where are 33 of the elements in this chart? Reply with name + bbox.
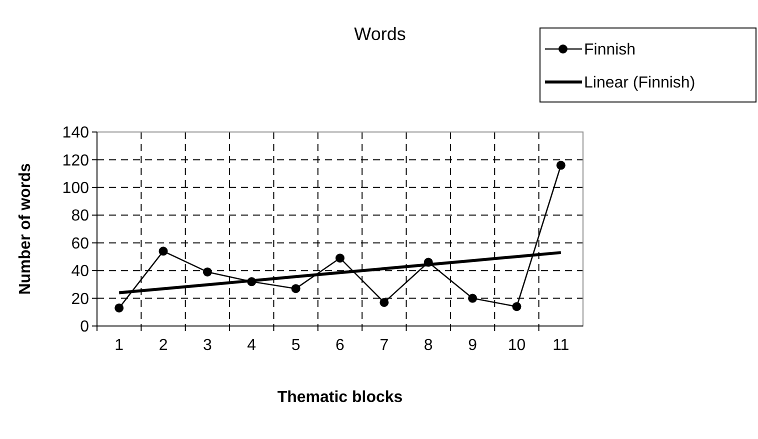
x-tick-label: 4 <box>247 337 256 354</box>
point <box>291 284 300 294</box>
x-tick-label: 9 <box>468 337 478 354</box>
y-tick-label: 100 <box>62 180 90 198</box>
y-tick-label: 140 <box>62 124 90 142</box>
point <box>336 254 344 263</box>
y-tick-label: 20 <box>71 290 90 308</box>
point <box>468 294 478 303</box>
x-tick-label: 3 <box>203 337 212 354</box>
x-tick-label: 6 <box>336 337 345 354</box>
legend-label: Linear (Finnish) <box>584 74 696 92</box>
x-axis-title: Thematic blocks <box>277 389 403 406</box>
x-tick-label: 11 <box>552 337 570 354</box>
legend-label: Finnish <box>584 42 636 59</box>
x-tick-label: 5 <box>291 337 300 354</box>
y-tick-label: 120 <box>62 152 90 170</box>
x-tick-label: 8 <box>424 337 433 354</box>
point <box>114 303 124 312</box>
y-tick-label: 40 <box>71 263 90 280</box>
x-tick-label: 10 <box>508 337 526 354</box>
x-tick-label: 7 <box>380 337 389 354</box>
y-tick-label: 0 <box>80 318 90 336</box>
point <box>512 302 522 312</box>
x-tick-label: 1 <box>114 337 124 354</box>
chart-title: Words <box>354 24 406 44</box>
y-axis-title: Number of words <box>17 163 34 295</box>
y-tick-label: 60 <box>71 235 90 252</box>
point <box>556 160 566 170</box>
point <box>202 267 212 276</box>
point <box>158 246 168 256</box>
y-tick-label: 80 <box>71 208 90 225</box>
point <box>380 298 389 307</box>
x-tick-label: 2 <box>158 337 168 354</box>
